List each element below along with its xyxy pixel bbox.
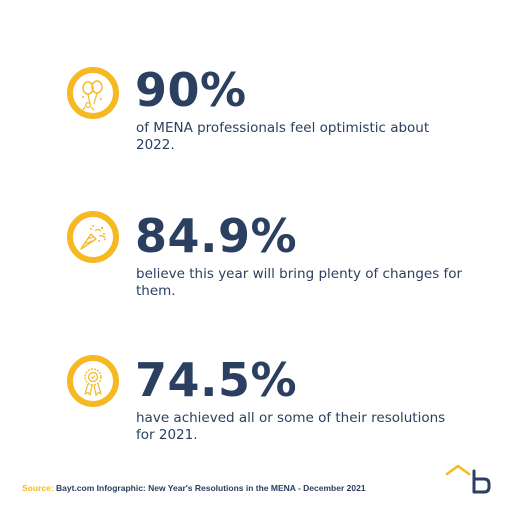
stat-value: 84.9% — [135, 209, 298, 263]
stat-description: believe this year will bring plenty of c… — [136, 266, 463, 299]
stat-description: of MENA professionals feel optimistic ab… — [136, 120, 430, 153]
stat-value: 74.5% — [135, 353, 298, 407]
stat-value: 90% — [135, 63, 247, 117]
stat-description: have achieved all or some of their resol… — [136, 410, 446, 443]
award-ribbon-icon — [66, 354, 120, 408]
bayt-logo-icon — [444, 462, 492, 498]
source-text: Bayt.com Infographic: New Year's Resolut… — [53, 483, 366, 493]
celebration-balloons-icon — [66, 66, 120, 120]
source-footer: Source: Bayt.com Infographic: New Year's… — [22, 483, 366, 493]
source-label: Source: — [22, 483, 54, 493]
party-popper-icon — [66, 210, 120, 264]
